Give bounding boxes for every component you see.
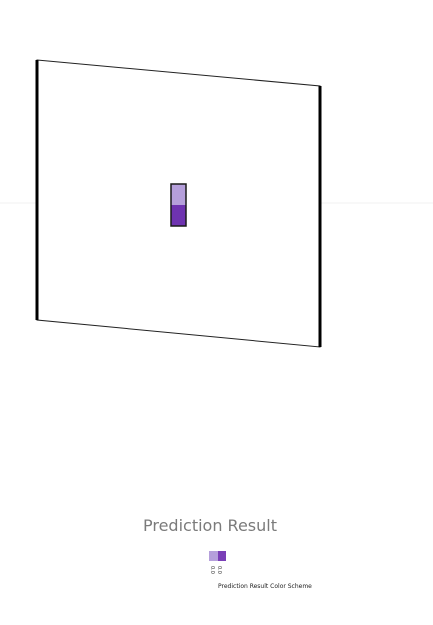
color-scheme-legend — [209, 551, 226, 561]
legend-caption: Prediction Result Color Scheme — [218, 583, 312, 590]
prediction-volume[interactable] — [170, 183, 187, 227]
prediction-volume-lower — [171, 205, 186, 226]
legend-tick-high: 0.0 — [216, 566, 222, 574]
prediction-volume-upper — [171, 184, 186, 205]
prediction-result-title: Prediction Result — [142, 516, 277, 535]
3d-viewer[interactable] — [0, 0, 433, 470]
legend-tick-low: 0.0 — [209, 566, 215, 574]
legend-swatch-high — [217, 551, 226, 561]
legend-swatch-low — [209, 551, 218, 561]
viewer-canvas — [0, 59, 433, 348]
prediction-volume-outline — [170, 183, 187, 227]
